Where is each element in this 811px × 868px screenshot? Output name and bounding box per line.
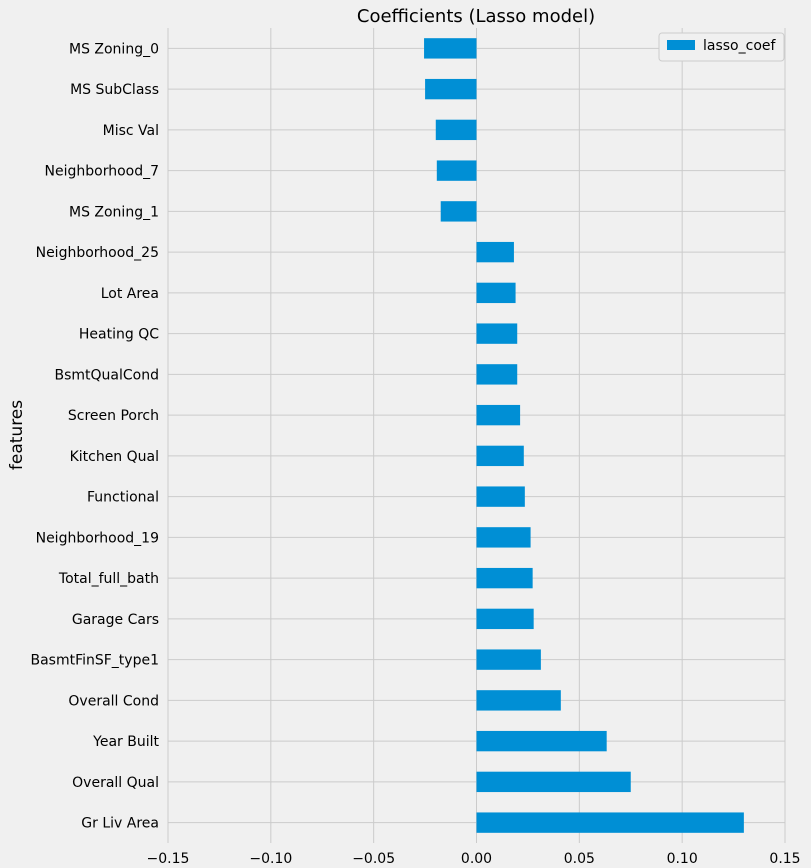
bar bbox=[476, 649, 541, 670]
y-tick-label: Neighborhood_7 bbox=[45, 164, 160, 180]
x-tick-label: −0.15 bbox=[147, 851, 190, 867]
y-tick-label: MS Zoning_1 bbox=[69, 204, 159, 220]
x-tick-label: −0.10 bbox=[249, 851, 292, 867]
bar bbox=[476, 486, 525, 507]
bar bbox=[476, 608, 534, 630]
y-tick-label: Gr Liv Area bbox=[81, 816, 159, 832]
bar bbox=[476, 404, 521, 426]
x-tick-labels: −0.15 −0.10 −0.05 0.00 0.05 0.10 0.15 bbox=[147, 851, 801, 867]
bar bbox=[476, 241, 514, 263]
y-tick-label: Garage Cars bbox=[72, 612, 159, 628]
y-tick-label: Overall Qual bbox=[72, 775, 159, 791]
y-tick-label: Functional bbox=[87, 490, 159, 506]
bar bbox=[476, 445, 524, 467]
bar bbox=[425, 78, 477, 100]
y-tick-label: Overall Cond bbox=[68, 693, 159, 709]
y-tick-label: Neighborhood_25 bbox=[36, 245, 159, 261]
y-tick-label: Heating QC bbox=[79, 327, 159, 343]
bar bbox=[476, 527, 531, 548]
y-tick-label: Kitchen Qual bbox=[70, 449, 159, 465]
x-tick-label: 0.10 bbox=[667, 851, 698, 867]
y-tick-label: Neighborhood_19 bbox=[36, 530, 159, 546]
y-tick-label: MS SubClass bbox=[70, 82, 159, 98]
y-tick-label: BsmtQualCond bbox=[55, 367, 160, 383]
bar bbox=[476, 730, 607, 752]
chart-title: Coefficients (Lasso model) bbox=[357, 6, 595, 27]
y-tick-label: Lot Area bbox=[101, 286, 159, 302]
legend-label: lasso_coef bbox=[703, 38, 776, 54]
y-tick-label: Total_full_bath bbox=[58, 571, 159, 587]
bar bbox=[436, 160, 477, 181]
legend: lasso_coef bbox=[658, 32, 785, 62]
y-tick-labels: MS Zoning_0 MS SubClass Misc Val Neighborho… bbox=[30, 41, 159, 831]
bar bbox=[476, 812, 744, 833]
bar bbox=[435, 119, 477, 141]
x-tick-label: 0.15 bbox=[769, 851, 800, 867]
y-tick-label: Misc Val bbox=[103, 123, 159, 139]
y-tick-label: Year Built bbox=[92, 734, 159, 750]
bar bbox=[476, 690, 561, 711]
bar bbox=[476, 323, 518, 344]
bar bbox=[440, 201, 477, 222]
y-axis-label: features bbox=[7, 400, 27, 470]
legend-swatch bbox=[667, 40, 695, 50]
y-tick-label: MS Zoning_0 bbox=[69, 41, 159, 57]
bar bbox=[476, 364, 518, 385]
bar bbox=[476, 567, 533, 589]
bars bbox=[424, 38, 744, 833]
y-tick-label: Screen Porch bbox=[68, 408, 159, 424]
x-tick-label: 0.05 bbox=[564, 851, 595, 867]
x-tick-label: 0.00 bbox=[461, 851, 492, 867]
bar bbox=[476, 282, 516, 304]
x-tick-label: −0.05 bbox=[352, 851, 395, 867]
bar bbox=[424, 38, 477, 59]
bar bbox=[476, 771, 631, 793]
y-tick-label: BasmtFinSF_type1 bbox=[30, 653, 159, 669]
